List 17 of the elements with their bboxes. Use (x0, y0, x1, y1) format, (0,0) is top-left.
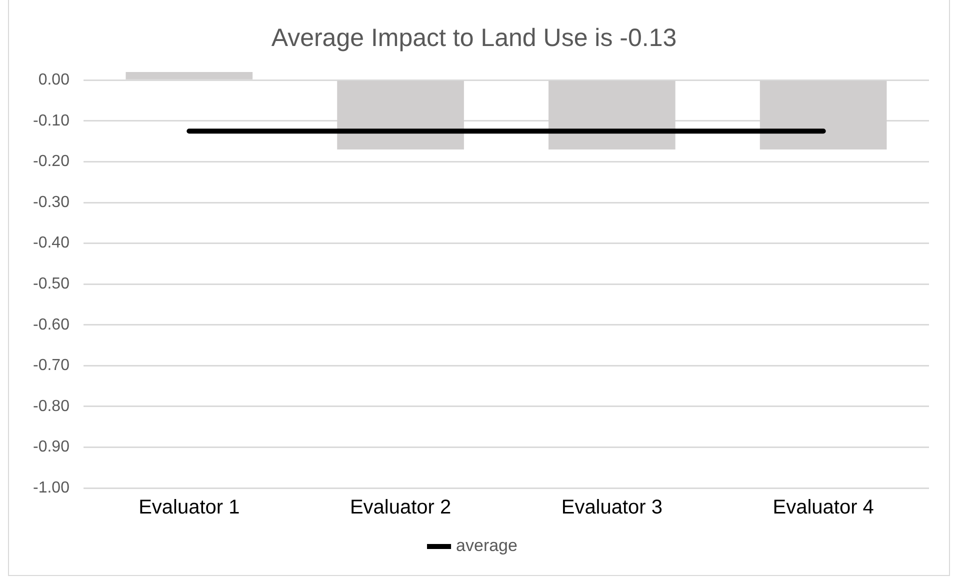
y-tick-label: -0.80 (33, 398, 70, 415)
x-tick-label: Evaluator 4 (772, 496, 874, 519)
y-tick-label: -0.50 (33, 275, 70, 292)
legend-label: average (456, 536, 518, 556)
y-tick-label: -0.70 (33, 357, 70, 374)
y-tick-label: -0.60 (33, 316, 70, 334)
y-tick-label: 0.00 (38, 72, 70, 89)
chart-title: Average Impact to Land Use is -0.13 (271, 24, 677, 52)
y-tick-label: -0.10 (33, 112, 70, 130)
x-tick-label: Evaluator 3 (561, 496, 663, 519)
y-tick-label: -0.20 (33, 153, 70, 170)
y-tick-label: -0.40 (33, 234, 70, 252)
x-tick-label: Evaluator 1 (138, 496, 240, 519)
y-tick-label: -0.30 (33, 194, 70, 211)
y-tick-label: -1.00 (33, 479, 70, 496)
x-tick-label: Evaluator 2 (350, 496, 452, 519)
y-tick-label: -0.90 (33, 438, 70, 456)
